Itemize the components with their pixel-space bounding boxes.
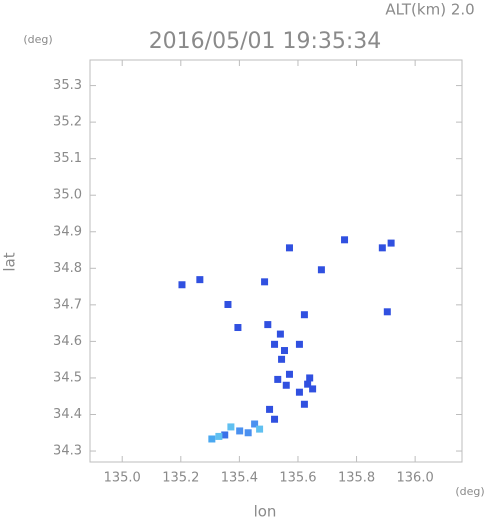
x-tick-label: 135.2: [162, 471, 199, 486]
echo-cell: [306, 374, 314, 382]
echo-cell: [244, 429, 252, 437]
plot-frame: [89, 59, 463, 463]
echo-cell: [227, 423, 235, 431]
y-tick-label: 34.6: [53, 334, 82, 349]
echo-cell: [295, 340, 303, 348]
echo-cell: [178, 281, 186, 289]
y-tick-label: 34.5: [53, 370, 82, 385]
echo-cell: [208, 435, 216, 443]
echo-cell: [224, 300, 232, 308]
echo-cell: [295, 388, 303, 396]
echo-cell: [221, 431, 229, 439]
echo-cell: [264, 321, 272, 329]
y-tick-label: 34.4: [53, 407, 82, 422]
echo-cell: [387, 239, 395, 247]
echo-cell: [236, 427, 244, 435]
echo-cell: [309, 385, 317, 393]
echo-cell: [341, 236, 349, 244]
y-unit: (deg): [23, 33, 52, 46]
echo-cell: [256, 425, 264, 433]
y-tick-label: 34.8: [53, 261, 82, 276]
echo-cell: [282, 381, 290, 389]
x-axis-label: lon: [254, 503, 277, 521]
echo-cell: [285, 370, 293, 378]
x-tick-label: 136.0: [397, 471, 434, 486]
echo-cell: [234, 324, 242, 332]
echo-cell: [317, 266, 325, 274]
echo-cell: [278, 355, 286, 363]
chart-subtitle: ALT(km) 2.0: [385, 1, 474, 19]
echo-cell: [383, 308, 391, 316]
x-unit: (deg): [455, 485, 484, 498]
echo-cell: [261, 278, 269, 286]
y-axis-label: lat: [1, 252, 19, 271]
echo-cell: [304, 380, 312, 388]
y-tick-label: 34.7: [53, 297, 82, 312]
echo-cell: [266, 405, 274, 413]
chart-title: 2016/05/01 19:35:34: [149, 29, 382, 54]
x-tick-label: 135.4: [221, 471, 258, 486]
y-tick-label: 34.3: [53, 444, 82, 459]
echo-cell: [251, 420, 259, 428]
x-tick-label: 135.8: [338, 471, 375, 486]
y-tick-label: 35.2: [53, 115, 82, 130]
echo-cell: [378, 244, 386, 252]
echo-cell: [276, 330, 284, 338]
y-tick-label: 35.0: [53, 188, 82, 203]
echo-cell: [215, 432, 223, 440]
x-tick-label: 135.6: [279, 471, 316, 486]
x-tick-label: 135.0: [104, 471, 141, 486]
echo-cell: [196, 276, 204, 284]
echo-cell: [285, 244, 293, 252]
echo-cell: [274, 375, 282, 383]
y-tick-label: 34.9: [53, 224, 82, 239]
echo-cell: [300, 311, 308, 319]
echo-cell: [300, 400, 308, 408]
y-tick-label: 35.3: [53, 78, 82, 93]
echo-cell: [280, 347, 288, 355]
echo-cell: [271, 340, 279, 348]
echo-cell: [271, 415, 279, 423]
y-tick-label: 35.1: [53, 151, 82, 166]
